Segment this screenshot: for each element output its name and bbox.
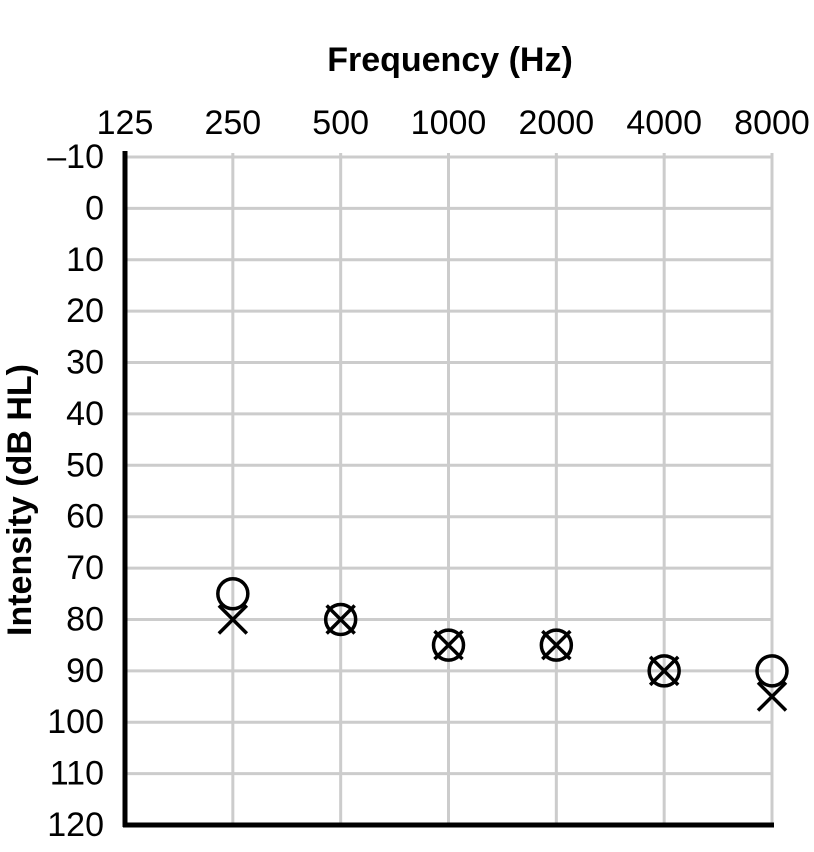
circle-marker	[755, 654, 789, 688]
y-tick-label: 0	[85, 189, 104, 227]
x-tick-label: 125	[97, 104, 154, 142]
y-tick-label: 60	[66, 498, 104, 536]
x-marker	[541, 629, 572, 661]
x-tick-label: 250	[204, 104, 261, 142]
circle-marker	[647, 654, 681, 688]
y-tick-label: 30	[66, 344, 104, 382]
circle-marker	[216, 577, 250, 611]
circle-marker	[323, 602, 358, 637]
y-tick-label: 70	[66, 549, 104, 587]
y-tick-label: 110	[50, 755, 104, 793]
y-tick-label: 40	[66, 395, 104, 433]
x-tick-label: 1000	[411, 104, 487, 142]
y-tick-label: 80	[66, 600, 104, 638]
y-axis-title: Intensity (dB HL)	[1, 364, 39, 636]
x-marker	[433, 629, 464, 661]
x-marker	[756, 681, 788, 712]
y-tick-label: 120	[47, 806, 104, 844]
y-tick-label: 50	[66, 446, 104, 484]
y-tick-label: 20	[66, 292, 104, 330]
y-tick-label: 100	[47, 703, 104, 741]
x-marker	[325, 604, 356, 635]
x-axis-title: Frequency (Hz)	[327, 41, 573, 79]
x-tick-label: 8000	[734, 104, 810, 142]
x-tick-label: 2000	[519, 104, 595, 142]
y-tick-label: 90	[66, 652, 104, 690]
circle-marker	[431, 628, 466, 662]
x-tick-label: 500	[312, 104, 369, 142]
x-marker	[648, 655, 680, 687]
y-tick-label: –10	[47, 138, 104, 176]
circle-marker	[539, 628, 574, 662]
x-marker	[217, 604, 249, 635]
x-tick-label: 4000	[626, 104, 702, 142]
y-tick-label: 10	[66, 241, 104, 279]
